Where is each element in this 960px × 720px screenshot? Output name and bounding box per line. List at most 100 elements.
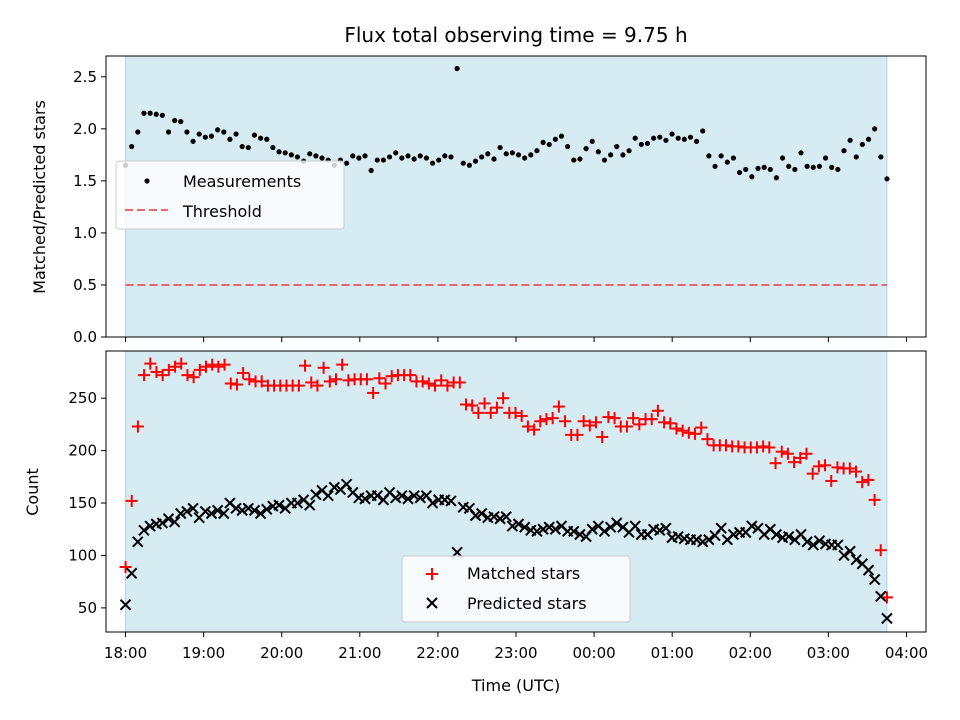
predicted-star-point <box>813 535 826 547</box>
matched-stars-points <box>119 357 893 604</box>
predicted-star-point <box>611 517 623 529</box>
measurement-point <box>786 163 792 169</box>
measurement-point <box>755 165 761 171</box>
measurement-point <box>712 163 718 169</box>
top-legend: Measurements Threshold <box>115 160 345 230</box>
legend-predicted-label: Predicted stars <box>467 594 587 613</box>
bottom-y-tick-label: 250 <box>68 389 97 407</box>
predicted-star-point <box>396 489 408 502</box>
matched-star-point <box>255 375 268 388</box>
predicted-marker-b <box>445 495 457 507</box>
matched-star-point <box>819 459 832 472</box>
measurement-point <box>571 157 577 163</box>
predicted-marker-b <box>506 520 519 532</box>
measurement-point <box>294 154 301 160</box>
predicted-marker-b <box>402 493 414 505</box>
matched-star-point <box>237 367 250 380</box>
predicted-star-point <box>672 530 684 543</box>
predicted-marker-b <box>555 520 568 532</box>
predicted-marker-b <box>838 549 850 562</box>
measurement-point <box>208 133 215 139</box>
predicted-marker-b <box>273 499 285 511</box>
predicted-star-point <box>242 502 255 514</box>
predicted-star-point <box>654 524 666 537</box>
matched-star-point <box>193 363 206 376</box>
predicted-marker-b <box>549 523 562 535</box>
matched-star-point <box>342 374 355 387</box>
matched-star-point <box>429 379 442 392</box>
measurement-point <box>405 153 411 159</box>
predicted-marker-b <box>144 520 156 532</box>
bottom-y-tick-label: 150 <box>68 494 97 512</box>
bottom-legend-box <box>401 555 631 623</box>
matched-star-point <box>788 456 801 469</box>
measurement-point <box>878 154 884 160</box>
x-tick-label: 00:00 <box>572 644 615 662</box>
matched-star-point <box>843 462 856 475</box>
measurement-point <box>644 140 651 147</box>
measurement-point <box>202 134 208 140</box>
predicted-marker-b <box>598 525 611 538</box>
predicted-marker-b <box>463 502 476 514</box>
predicted-star-point <box>125 567 138 579</box>
predicted-star-point <box>770 528 783 541</box>
measurement-point <box>865 136 872 142</box>
measurement-point <box>153 111 159 117</box>
measurement-point <box>491 156 497 162</box>
predicted-marker-b <box>807 539 819 551</box>
measurement-point <box>552 136 558 142</box>
predicted-marker-b <box>396 489 408 502</box>
predicted-marker-b <box>611 517 623 529</box>
predicted-star-point <box>132 536 144 548</box>
measurement-point <box>368 167 374 174</box>
predicted-marker-b <box>242 502 255 514</box>
matched-star-point <box>478 397 491 410</box>
top-y-tick-label: 1.5 <box>73 172 97 190</box>
measurement-point <box>792 166 798 173</box>
top-y-tick-label: 0.0 <box>73 328 97 346</box>
measurement-point <box>509 150 515 156</box>
measurement-point <box>565 143 571 150</box>
predicted-marker-b <box>678 532 691 545</box>
predicted-marker-b <box>328 481 341 494</box>
bottom-panel: 50 100 150 200 250 18:00 19:00 20:00 21:00 22:00… <box>23 350 928 695</box>
matched-star-point <box>404 369 417 382</box>
x-tick-label: 22:00 <box>416 644 459 662</box>
measurement-point <box>651 135 657 141</box>
predicted-marker-b <box>500 510 512 523</box>
matched-star-point <box>305 376 318 389</box>
matched-star-point <box>627 412 640 425</box>
predicted-marker-b <box>420 489 433 502</box>
bottom-y-tick-label: 50 <box>78 599 97 617</box>
predicted-marker-b <box>175 507 187 520</box>
predicted-marker-b <box>647 523 660 535</box>
predicted-marker-b <box>537 523 549 535</box>
predicted-marker-b <box>316 484 328 497</box>
predicted-marker-b <box>629 520 641 532</box>
matched-star-point <box>757 440 770 453</box>
predicted-marker-b <box>875 590 887 603</box>
chart-title: Flux total observing time = 9.75 h <box>344 23 687 47</box>
predicted-marker-b <box>347 486 359 499</box>
predicted-marker-b <box>697 536 709 548</box>
x-tick-label: 02:00 <box>729 644 772 662</box>
matched-star-point <box>181 369 194 382</box>
top-y-tick-label: 2.0 <box>73 120 97 138</box>
predicted-star-point <box>199 505 212 518</box>
matched-star-point <box>633 418 646 431</box>
measurement-point <box>847 137 853 143</box>
matched-star-point <box>416 375 429 388</box>
matched-star-point <box>583 419 596 432</box>
predicted-marker-b <box>881 612 893 625</box>
predicted-marker-b <box>414 492 426 504</box>
predicted-marker-b <box>746 520 758 532</box>
measurement-point <box>528 152 534 158</box>
matched-star-point <box>720 439 732 452</box>
measurement-point <box>485 151 491 157</box>
predicted-marker-b <box>156 517 169 529</box>
measurement-point <box>872 126 878 132</box>
predicted-star-point <box>254 507 267 520</box>
predicted-marker-b <box>543 521 555 533</box>
measurement-point <box>614 143 620 150</box>
measurement-point <box>749 174 755 180</box>
